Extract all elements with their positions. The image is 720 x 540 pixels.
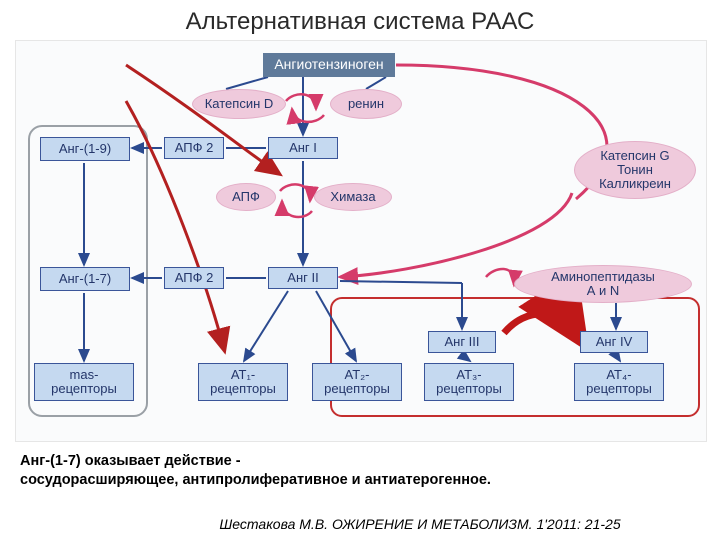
caption-text: Анг-(1-7) оказывает действие - сосудорас…	[20, 452, 580, 490]
page-title: Альтернативная система РААС	[0, 8, 720, 36]
node-ang1: Анг I	[268, 137, 338, 159]
node-ang-1-7: Анг-(1-7)	[40, 267, 130, 291]
citation-text: Шестакова М.В. ОЖИРЕНИЕ И МЕТАБОЛИЗМ. 1'…	[0, 516, 720, 532]
node-renin: ренин	[330, 89, 402, 119]
node-at2-receptors: AT₂- рецепторы	[312, 363, 402, 401]
diagram-canvas: Ангиотензиноген Катепсин D ренин АПФ 2 А…	[15, 40, 707, 442]
node-angiotensinogen: Ангиотензиноген	[263, 53, 395, 77]
node-ang2: Анг II	[268, 267, 338, 289]
node-ang4: Анг IV	[580, 331, 648, 353]
node-aminopeptidases: Аминопептидазы А и N	[514, 265, 692, 303]
caption-line2: сосудорасширяющее, антипролиферативное и…	[20, 472, 491, 488]
node-cathepsin-g-tonin-kallikrein: Катепсин G Тонин Калликреин	[574, 141, 696, 199]
node-at1-receptors: AT₁- рецепторы	[198, 363, 288, 401]
node-apf: АПФ	[216, 183, 276, 211]
node-apf2-upper: АПФ 2	[164, 137, 224, 159]
node-cathepsin-d: Катепсин D	[192, 89, 286, 119]
node-ang3: Анг III	[428, 331, 496, 353]
node-at4-receptors: AT₄- рецепторы	[574, 363, 664, 401]
node-apf2-lower: АПФ 2	[164, 267, 224, 289]
node-chymase: Химаза	[314, 183, 392, 211]
node-ang-1-9: Анг-(1-9)	[40, 137, 130, 161]
node-at3-receptors: AT₃- рецепторы	[424, 363, 514, 401]
node-mas-receptors: mas- рецепторы	[34, 363, 134, 401]
caption-line1: Анг-(1-7) оказывает действие -	[20, 453, 241, 469]
